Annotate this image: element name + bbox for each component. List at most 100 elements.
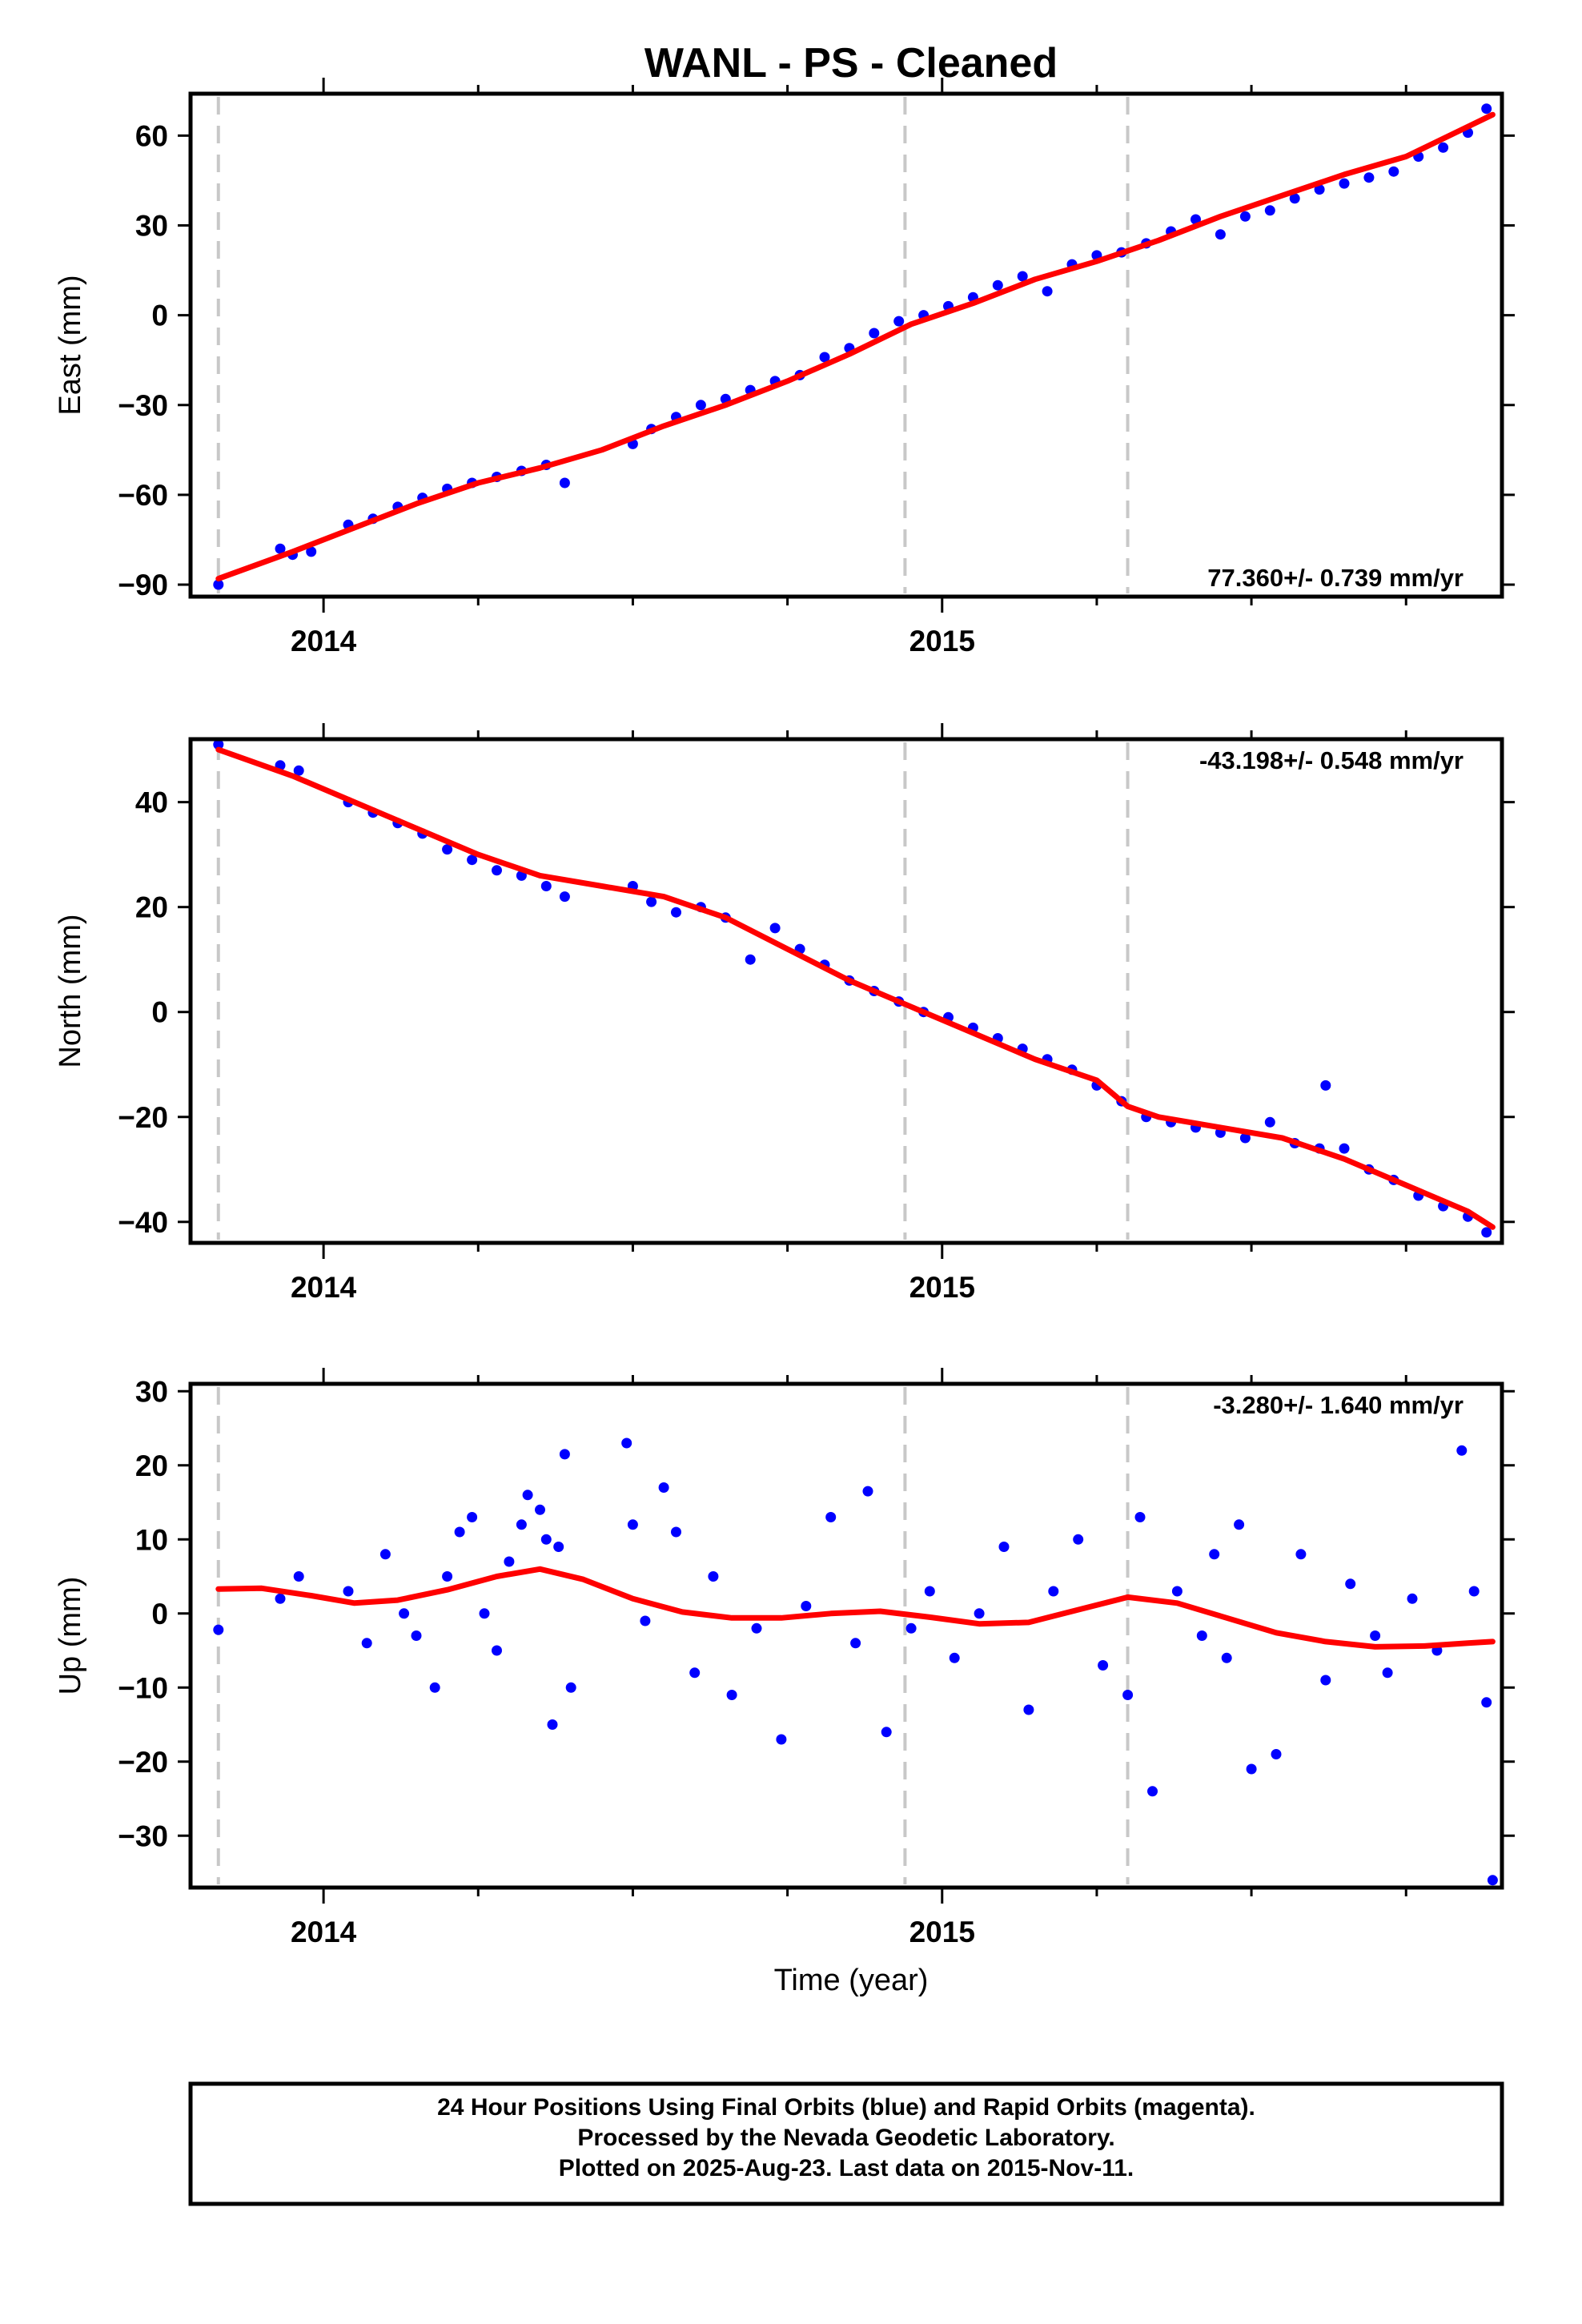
up-point-43 (1023, 1704, 1034, 1715)
up-point-28 (689, 1667, 701, 1679)
up-frame (188, 1381, 1504, 1890)
east-frame (188, 91, 1504, 599)
up-point-53 (1221, 1652, 1232, 1663)
north-xtick-label-0: 2014 (291, 1271, 357, 1304)
north-point-39 (1264, 1116, 1275, 1128)
up-ytick-label-1: −20 (118, 1746, 168, 1779)
up-point-42 (998, 1542, 1010, 1552)
up-point-4 (361, 1638, 372, 1649)
up-point-62 (1407, 1593, 1418, 1604)
up-point-61 (1382, 1667, 1393, 1679)
east-point-17 (695, 400, 706, 411)
footer-line-3: Plotted on 2025-Aug-23. Last data on 201… (559, 2155, 1134, 2181)
north-point-11 (540, 881, 552, 891)
up-point-31 (751, 1622, 762, 1634)
north-point-2 (293, 765, 304, 776)
east-point-42 (1314, 184, 1325, 195)
up-point-38 (905, 1622, 917, 1634)
north-point-15 (671, 907, 681, 918)
up-point-66 (1481, 1697, 1492, 1708)
up-point-10 (454, 1526, 465, 1538)
footer-line-2: Processed by the Nevada Geodetic Laborat… (577, 2125, 1114, 2151)
up-point-3 (343, 1586, 354, 1597)
footer-box: 24 Hour Positions Using Final Orbits (bl… (188, 2081, 1504, 2206)
up-point-17 (535, 1504, 545, 1515)
up-ytick-label-5: 20 (135, 1449, 168, 1482)
up-point-33 (801, 1601, 812, 1611)
east-point-30 (1017, 271, 1028, 282)
north-fit-line (215, 746, 1496, 1230)
up-point-19 (547, 1719, 558, 1730)
east-ytick-label-2: −30 (118, 389, 168, 422)
up-point-58 (1320, 1675, 1331, 1686)
east-ylabel: East (mm) (54, 275, 87, 415)
north-point-9 (492, 865, 502, 876)
up-point-12 (479, 1608, 490, 1619)
up-point-40 (949, 1652, 960, 1663)
chart-title: WANL - PS - Cleaned (644, 40, 1058, 86)
footer-frame (188, 2081, 1504, 2206)
up-point-50 (1171, 1586, 1182, 1597)
east-point-39 (1239, 211, 1251, 222)
east-point-0 (213, 579, 224, 590)
east-point-37 (1191, 214, 1201, 225)
up-point-51 (1196, 1630, 1207, 1641)
north-panel: −40 −20 0 20 40 2014 2015 North (mm) -43.198+/- … (54, 723, 1515, 1304)
east-point-25 (893, 316, 905, 327)
north-frame (188, 737, 1504, 1245)
up-point-60 (1370, 1630, 1381, 1641)
up-point-14 (504, 1556, 515, 1567)
north-point-14 (646, 896, 657, 907)
up-ytick-label-6: 30 (135, 1375, 168, 1408)
up-point-67 (1487, 1875, 1498, 1886)
up-point-25 (640, 1615, 651, 1626)
up-ytick-label-4: 10 (135, 1523, 168, 1556)
north-rate-label: -43.198+/- 0.548 mm/yr (1199, 746, 1464, 774)
up-point-48 (1134, 1512, 1146, 1522)
east-point-22 (819, 352, 830, 363)
north-point-19 (769, 923, 781, 934)
up-point-26 (658, 1482, 669, 1493)
north-point-43 (1339, 1143, 1350, 1154)
up-point-8 (429, 1682, 440, 1693)
up-rate-label: -3.280+/- 1.640 mm/yr (1213, 1391, 1464, 1419)
up-point-15 (516, 1519, 527, 1530)
north-point-49 (1481, 1227, 1492, 1238)
up-point-27 (671, 1526, 681, 1538)
up-point-7 (411, 1630, 422, 1641)
north-point-42 (1320, 1080, 1331, 1091)
east-ytick-label-0: −90 (118, 569, 168, 601)
up-point-22 (565, 1682, 576, 1693)
north-point-0 (213, 739, 224, 750)
up-point-49 (1147, 1786, 1158, 1797)
up-ytick-label-2: −10 (118, 1671, 168, 1704)
up-point-6 (399, 1608, 410, 1619)
up-point-5 (379, 1549, 391, 1560)
up-point-32 (776, 1734, 787, 1745)
east-ytick-label-4: 30 (135, 209, 168, 242)
up-point-36 (862, 1486, 873, 1497)
up-point-30 (726, 1690, 737, 1700)
panels: −90 −60 −30 0 30 60 2014 2015 East (mm) 77.360+/-… (54, 78, 1515, 1997)
up-point-9 (442, 1571, 453, 1582)
up-point-29 (708, 1571, 719, 1582)
east-ytick-label-3: 0 (151, 300, 168, 332)
north-point-7 (442, 844, 453, 855)
up-point-34 (825, 1512, 837, 1522)
up-point-52 (1209, 1549, 1220, 1560)
up-fit-line (215, 1566, 1496, 1650)
up-point-21 (559, 1449, 570, 1460)
up-point-46 (1098, 1660, 1109, 1671)
east-point-40 (1264, 205, 1275, 216)
east-point-44 (1363, 172, 1375, 183)
up-point-65 (1468, 1586, 1480, 1597)
up-point-44 (1048, 1586, 1059, 1597)
up-point-55 (1246, 1763, 1257, 1775)
east-point-24 (869, 328, 880, 339)
east-point-38 (1215, 229, 1226, 240)
east-point-47 (1438, 142, 1449, 153)
up-ytick-label-0: −30 (118, 1819, 168, 1852)
up-point-20 (553, 1542, 564, 1552)
up-point-16 (522, 1490, 533, 1501)
